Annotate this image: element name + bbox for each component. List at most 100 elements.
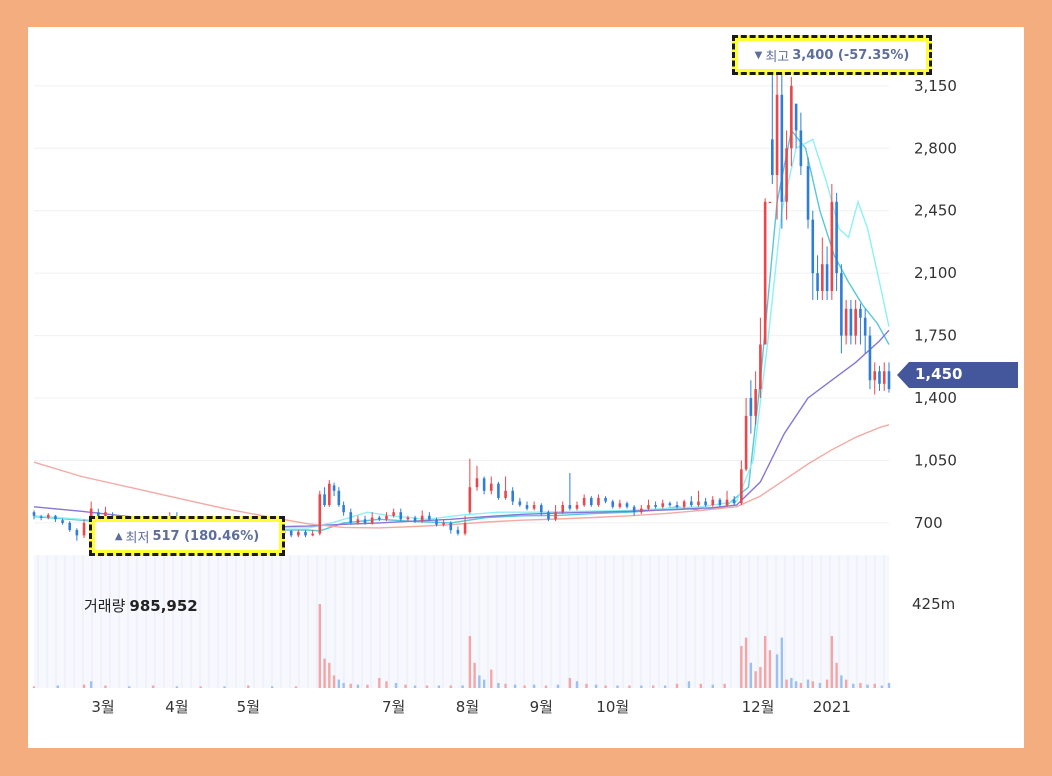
volume-bar xyxy=(56,685,60,688)
candle-body xyxy=(525,505,529,509)
volume-bar xyxy=(385,681,388,688)
price-tick-label: 2,800 xyxy=(914,139,957,157)
volume-gridlines xyxy=(37,555,885,688)
price-tick-label: 700 xyxy=(914,514,943,532)
volume-bar xyxy=(775,654,779,688)
candle-body xyxy=(732,499,736,504)
candle-body xyxy=(504,490,507,498)
candle-body xyxy=(356,519,360,523)
candle-body xyxy=(497,483,500,498)
candle-body xyxy=(744,415,748,470)
volume-bar xyxy=(859,682,862,688)
candle-body xyxy=(740,469,743,504)
candle-body xyxy=(625,503,629,507)
volume-bar xyxy=(640,685,643,688)
date-tick-label: 8월 xyxy=(456,698,479,716)
candlesticks xyxy=(32,41,891,541)
candle-body xyxy=(859,308,862,318)
candle-body xyxy=(511,490,515,502)
candle-body xyxy=(554,512,557,520)
volume-bar xyxy=(342,682,345,688)
volume-bar xyxy=(616,685,619,688)
candle-body xyxy=(794,103,798,131)
candle-body xyxy=(654,505,657,507)
candle-body xyxy=(863,317,867,336)
moving-average-line xyxy=(33,424,890,529)
candle-body xyxy=(318,494,322,534)
price-gridlines xyxy=(34,85,889,524)
candle-body xyxy=(392,512,395,516)
candle-body xyxy=(854,308,857,336)
candle-body xyxy=(328,483,331,506)
volume-bar xyxy=(663,685,667,688)
candle-body xyxy=(32,512,36,516)
candle-body xyxy=(68,522,72,531)
volume-bar xyxy=(852,683,855,688)
volume-bar xyxy=(223,686,226,688)
candle-body xyxy=(399,512,403,520)
high-marker-value: 3,400 (-57.35%) xyxy=(792,47,910,63)
candle-body xyxy=(878,371,881,384)
volume-bar xyxy=(413,685,417,688)
candle-body xyxy=(332,485,336,491)
candle-body xyxy=(289,530,293,536)
volume-bar xyxy=(628,685,631,688)
volume-bar xyxy=(675,683,679,688)
chart-panel: 700 1,050 1,400 1,750 2,100 2,450 2,800 3,150 3… xyxy=(28,27,1024,748)
candle-body xyxy=(844,308,848,336)
volume-bar xyxy=(759,667,762,688)
candle-body xyxy=(54,515,57,520)
candle-body xyxy=(568,505,572,509)
volume-bar xyxy=(866,684,869,688)
candle-body xyxy=(349,512,353,523)
volume-bar xyxy=(199,686,202,688)
candle-body xyxy=(771,139,774,176)
candle-body xyxy=(775,94,779,176)
price-tick-label: 1,400 xyxy=(914,389,957,407)
candle-body xyxy=(75,530,79,536)
price-tick-label: 3,150 xyxy=(914,77,957,95)
candle-body xyxy=(697,501,700,506)
candle-body xyxy=(718,499,722,506)
volume-bars xyxy=(32,604,891,688)
volume-bar xyxy=(556,684,560,688)
volume-bar xyxy=(844,679,848,688)
volume-bar xyxy=(323,658,326,688)
candle-body xyxy=(532,505,536,509)
candle-body xyxy=(882,371,886,384)
candle-body xyxy=(413,517,417,522)
candle-body xyxy=(830,201,834,291)
candle-body xyxy=(323,494,326,506)
volume-bar xyxy=(873,683,876,688)
candle-body xyxy=(435,519,438,525)
volume-bar xyxy=(840,675,843,688)
volume-bar xyxy=(785,679,788,688)
candle-body xyxy=(821,264,824,291)
candle-body xyxy=(790,85,793,149)
price-axis: 700 1,050 1,400 1,750 2,100 2,450 2,800 3,150 xyxy=(914,77,957,532)
volume-bar xyxy=(378,677,381,688)
candle-body xyxy=(785,148,788,202)
candle-body xyxy=(456,530,460,534)
candle-body xyxy=(816,273,819,291)
volume-bar xyxy=(32,686,36,688)
volume-bar xyxy=(318,604,321,688)
current-price-value: 1,450 xyxy=(915,365,963,383)
candle-body xyxy=(640,508,643,513)
volume-bar xyxy=(504,683,507,688)
volume-bar xyxy=(104,685,107,688)
volume-bar xyxy=(425,685,429,688)
volume-bar xyxy=(887,682,891,688)
candle-body xyxy=(840,273,843,336)
candle-body xyxy=(759,344,762,390)
price-tick-label: 2,450 xyxy=(914,202,957,220)
candle-body xyxy=(518,501,522,506)
candle-body xyxy=(304,531,307,536)
candle-body xyxy=(449,522,453,531)
candle-body xyxy=(873,371,877,381)
candle-body xyxy=(589,497,593,506)
high-marker-box: ▼ 최고 3,400 (-57.35%) xyxy=(732,35,932,75)
candle-body xyxy=(420,515,424,522)
candle-body xyxy=(582,497,586,506)
candle-body xyxy=(704,501,707,506)
